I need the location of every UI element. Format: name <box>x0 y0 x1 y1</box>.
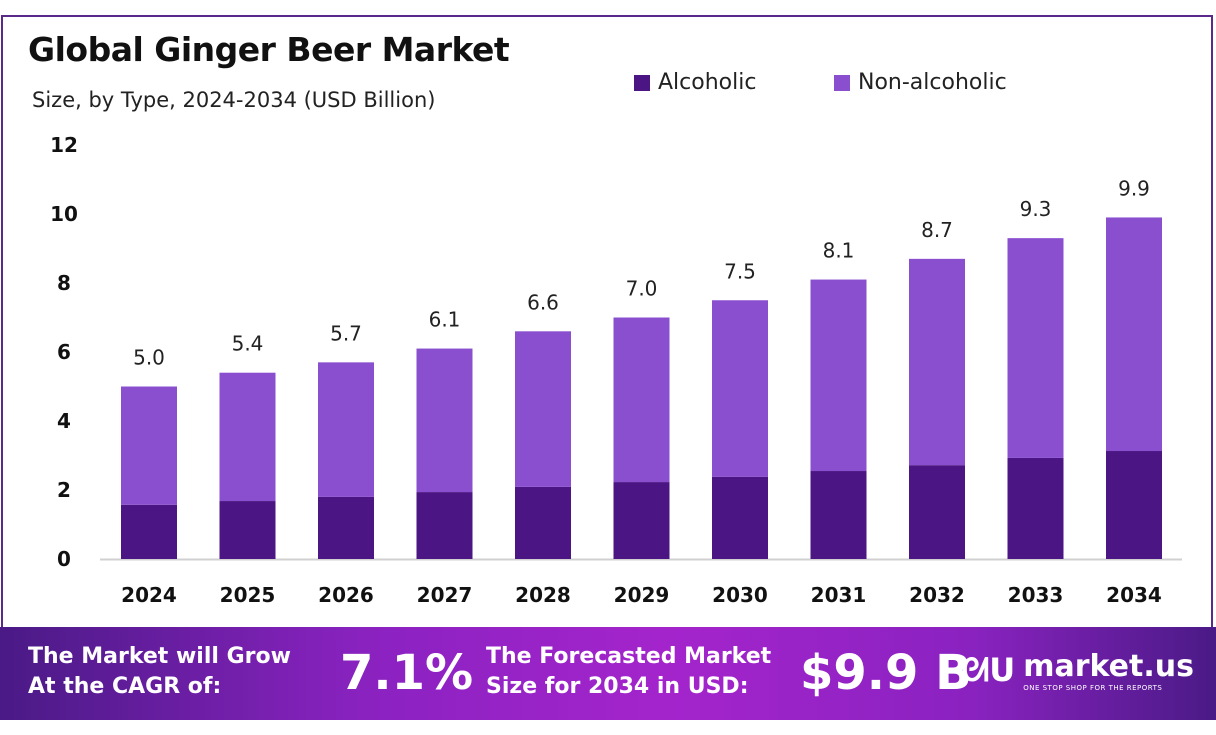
brand-name: market.us <box>1023 649 1194 684</box>
y-tick-label: 6 <box>57 340 71 364</box>
x-tick-label: 2032 <box>909 583 965 607</box>
x-tick-label: 2024 <box>121 583 177 607</box>
total-data-label: 7.0 <box>626 277 658 301</box>
x-tick-label: 2027 <box>417 583 473 607</box>
bar-non-alcoholic-2027 <box>416 348 473 493</box>
x-tick-label: 2030 <box>712 583 768 607</box>
cagr-label-line1: The Market will Grow <box>28 644 291 669</box>
brand-logo: ᘛᑌ market.us ONE STOP SHOP FOR THE REPOR… <box>962 649 1194 692</box>
legend-non-alcoholic: Non-alcoholic <box>834 70 1007 95</box>
bar-non-alcoholic-2025 <box>219 372 276 502</box>
brand-tagline: ONE STOP SHOP FOR THE REPORTS <box>1023 684 1163 692</box>
bar-alcoholic-2034 <box>1106 451 1162 559</box>
bar-non-alcoholic-2031 <box>810 279 867 472</box>
total-data-label: 5.4 <box>232 332 264 356</box>
legend-label: Alcoholic <box>658 70 757 95</box>
x-tick-label: 2026 <box>318 583 374 607</box>
forecast-label-line2: Size for 2034 in USD: <box>486 674 749 699</box>
bar-non-alcoholic-2028 <box>515 331 571 487</box>
total-data-label: 8.1 <box>823 239 855 263</box>
chart-frame <box>1 15 1213 627</box>
y-tick-label: 10 <box>50 202 78 226</box>
x-tick-label: 2033 <box>1008 583 1064 607</box>
bar-alcoholic-2030 <box>712 476 768 559</box>
bar-alcoholic-2033 <box>1007 457 1064 559</box>
bar-non-alcoholic-2033 <box>1007 238 1064 458</box>
bar-alcoholic-2029 <box>613 482 670 559</box>
y-tick-label: 2 <box>57 478 71 502</box>
bar-non-alcoholic-2030 <box>712 300 768 477</box>
x-tick-label: 2029 <box>614 583 670 607</box>
total-data-label: 7.5 <box>724 259 756 283</box>
y-tick-label: 12 <box>50 133 78 157</box>
x-tick-label: 2025 <box>220 583 276 607</box>
y-tick-label: 8 <box>57 271 71 295</box>
chart-plot: 0 2 4 6 8 10 12 5.0 2024 5.4 2025 5.7 2026 6.1 2027 6.6… <box>50 133 1182 607</box>
bar-non-alcoholic-2032 <box>909 258 965 466</box>
x-tick-label: 2031 <box>811 583 867 607</box>
chart-subtitle: Size, by Type, 2024-2034 (USD Billion) <box>32 88 436 112</box>
logo-mark-icon: ᘛᑌ <box>962 651 1016 689</box>
y-tick-label: 4 <box>57 409 71 433</box>
bar-alcoholic-2028 <box>515 486 571 559</box>
bar-alcoholic-2026 <box>318 496 374 559</box>
bar-alcoholic-2032 <box>909 465 965 559</box>
bar-non-alcoholic-2026 <box>318 362 374 497</box>
total-data-label: 9.3 <box>1020 197 1052 221</box>
y-tick-label: 0 <box>57 547 71 571</box>
bar-non-alcoholic-2029 <box>613 317 670 483</box>
total-data-label: 9.9 <box>1118 176 1150 200</box>
x-tick-label: 2028 <box>515 583 571 607</box>
legend-swatch <box>834 74 850 91</box>
bar-non-alcoholic-2024 <box>121 386 177 505</box>
cagr-label-line2: At the CAGR of: <box>28 674 222 699</box>
total-data-label: 6.1 <box>429 308 461 332</box>
total-data-label: 6.6 <box>527 290 559 314</box>
bar-alcoholic-2031 <box>810 471 867 559</box>
forecast-label-line1: The Forecasted Market <box>486 644 772 669</box>
legend-label: Non-alcoholic <box>858 70 1007 95</box>
cagr-value: 7.1% <box>340 645 474 701</box>
total-data-label: 8.7 <box>921 218 953 242</box>
legend-alcoholic: Alcoholic <box>634 70 756 95</box>
chart-title: Global Ginger Beer Market <box>28 30 510 69</box>
footer-banner: The Market will Grow At the CAGR of: 7.1… <box>0 627 1216 720</box>
bar-alcoholic-2027 <box>416 492 473 559</box>
bar-non-alcoholic-2034 <box>1106 217 1162 452</box>
total-data-label: 5.7 <box>330 321 362 345</box>
x-tick-label: 2034 <box>1106 583 1162 607</box>
total-data-label: 5.0 <box>133 346 165 370</box>
bar-alcoholic-2024 <box>121 504 177 559</box>
legend-swatch <box>634 74 650 91</box>
forecast-value: $9.9 B <box>800 645 972 701</box>
bar-alcoholic-2025 <box>219 501 276 559</box>
